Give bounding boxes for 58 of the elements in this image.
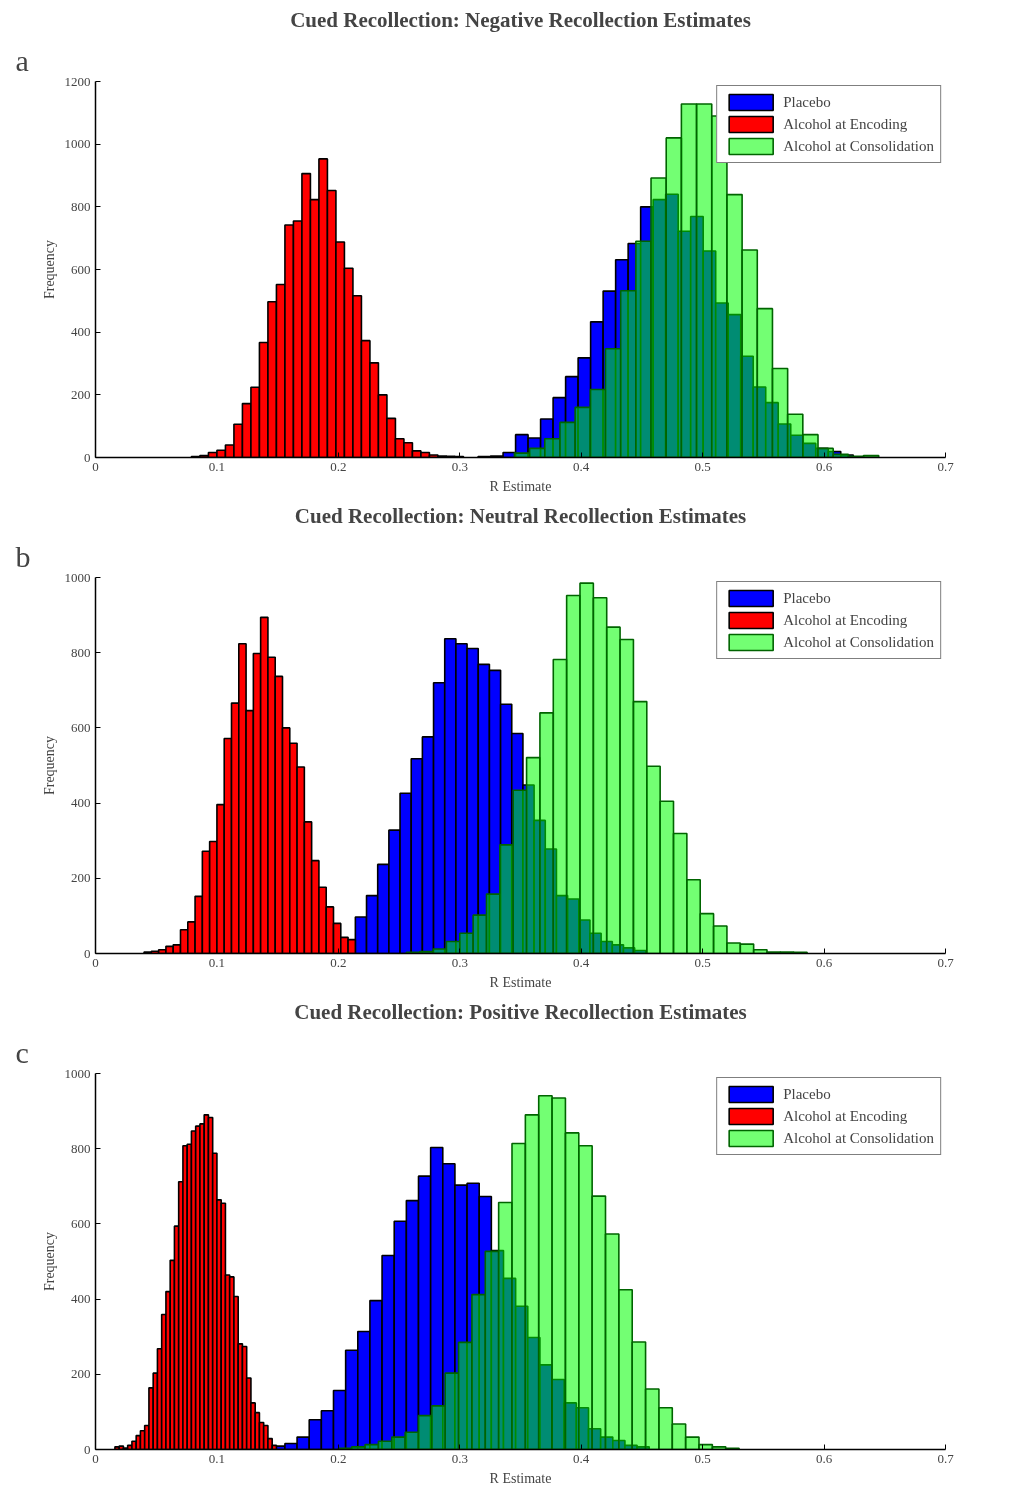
y-axis-title: Frequency [41,735,57,796]
x-tick-label: 0.6 [815,458,833,474]
x-tick-label: 0.7 [937,458,955,474]
y-tick-label: 600 [71,719,91,735]
legend-label: Alcohol at Encoding [783,1107,908,1125]
x-tick-label: 0.5 [694,954,711,970]
chart-title: Cued Recollection: Negative Recollection Estimates [290,7,751,32]
x-tick-label: 0.3 [451,954,468,970]
y-tick-label: 800 [71,198,91,214]
text: b [15,539,31,573]
y-axis-title: Frequency [41,239,57,300]
y-tick-label: 400 [71,795,91,811]
text: a [15,43,29,77]
x-tick-label: 0.4 [573,954,590,970]
x-axis-title: R Estimate [489,478,552,494]
x-tick-label: 0.1 [208,458,226,474]
legend-label: Alcohol at Encoding [783,115,908,133]
legend-label: Alcohol at Consolidation [783,1129,934,1147]
y-tick-label: 800 [71,1140,91,1156]
y-tick-label: 200 [71,386,91,402]
x-tick-label: 0.1 [208,954,226,970]
legend-label: Alcohol at Encoding [783,611,908,629]
x-tick-label: 0.1 [208,1450,226,1466]
y-tick-label: 600 [71,261,91,277]
x-tick-label: 0.7 [937,954,955,970]
legend-label: Alcohol at Consolidation [783,137,934,155]
y-tick-label: 600 [71,1215,91,1231]
x-tick-label: 0.3 [451,458,468,474]
x-tick-label: 0.2 [330,954,347,970]
legend-label: Alcohol at Consolidation [783,633,934,651]
x-axis-title: R Estimate [489,1470,552,1486]
text: c [15,1035,29,1069]
x-tick-label: 0.6 [815,954,833,970]
x-tick-label: 0.4 [573,458,590,474]
x-tick-label: 0.2 [330,458,347,474]
y-tick-label: 1000 [64,136,91,152]
x-tick-label: 0.2 [330,1450,347,1466]
y-tick-label: 200 [71,1366,91,1382]
x-tick-label: 0.4 [573,1450,590,1466]
y-tick-label: 800 [71,644,91,660]
x-tick-label: 0.6 [815,1450,833,1466]
legend-label: Placebo [783,589,831,607]
y-tick-label: 1000 [64,1065,91,1081]
chart-title: Cued Recollection: Positive Recollection Estimates [294,999,747,1024]
legend-label: Placebo [783,1085,831,1103]
legend-label: Placebo [783,93,831,111]
y-axis-title: Frequency [41,1231,57,1292]
x-tick-label: 0.5 [694,458,711,474]
y-tick-label: 1000 [64,569,91,585]
y-tick-label: 1200 [64,73,91,89]
x-tick-label: 0.7 [937,1450,955,1466]
y-tick-label: 200 [71,870,91,886]
y-tick-label: 400 [71,324,91,340]
x-tick-label: 0.5 [694,1450,711,1466]
y-tick-label: 400 [71,1291,91,1307]
chart-title: Cued Recollection: Neutral Recollection Estimates [294,503,747,528]
x-axis-title: R Estimate [489,974,552,990]
x-tick-label: 0.3 [451,1450,468,1466]
